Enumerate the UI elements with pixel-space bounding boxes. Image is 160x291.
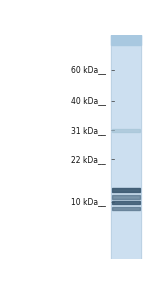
Bar <box>112 196 140 199</box>
Bar <box>112 188 140 192</box>
Text: 31 kDa__: 31 kDa__ <box>71 126 106 135</box>
Bar <box>111 35 141 45</box>
Bar <box>112 201 140 204</box>
Text: 60 kDa__: 60 kDa__ <box>71 65 106 74</box>
Bar <box>112 207 140 210</box>
Text: 22 kDa__: 22 kDa__ <box>71 155 106 164</box>
Bar <box>111 35 141 259</box>
Bar <box>112 129 140 132</box>
Text: 10 kDa__: 10 kDa__ <box>71 197 106 206</box>
Text: 40 kDa__: 40 kDa__ <box>71 97 106 106</box>
